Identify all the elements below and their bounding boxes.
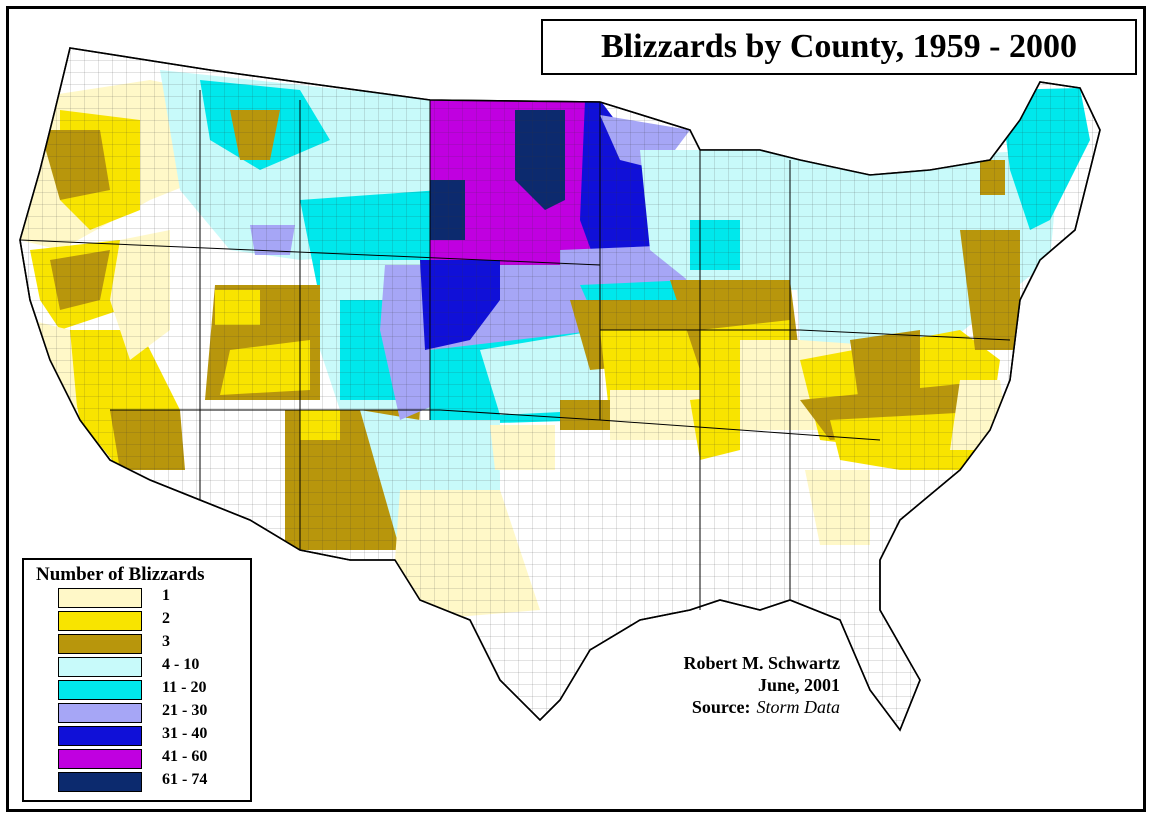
legend-label: 31 - 40 xyxy=(162,725,208,742)
legend-swatch xyxy=(58,611,142,631)
source-value: Storm Data xyxy=(756,697,840,717)
credit-source: Source: Storm Data xyxy=(636,696,840,718)
legend: Number of Blizzards 1 2 3 4 - 10 11 - 20… xyxy=(22,558,252,802)
legend-title: Number of Blizzards xyxy=(36,564,205,585)
legend-label: 1 xyxy=(162,587,170,604)
legend-label: 61 - 74 xyxy=(162,771,208,788)
legend-label: 4 - 10 xyxy=(162,656,200,673)
legend-label: 2 xyxy=(162,610,170,627)
legend-label: 11 - 20 xyxy=(162,679,207,696)
legend-swatch xyxy=(58,588,142,608)
legend-swatch xyxy=(58,772,142,792)
legend-swatch xyxy=(58,749,142,769)
credit-date: June, 2001 xyxy=(757,675,840,695)
source-label: Source: xyxy=(691,697,751,717)
legend-label: 41 - 60 xyxy=(162,748,208,765)
map-title: Blizzards by County, 1959 - 2000 xyxy=(541,19,1137,75)
legend-swatch xyxy=(58,680,142,700)
map-credit: Robert M. Schwartz June, 2001 Source: Sto… xyxy=(636,652,840,718)
legend-swatch xyxy=(58,703,142,723)
state-borders xyxy=(19,90,1011,610)
legend-label: 21 - 30 xyxy=(162,702,208,719)
legend-swatch xyxy=(58,657,142,677)
legend-label: 3 xyxy=(162,633,170,650)
credit-author: Robert M. Schwartz xyxy=(683,653,840,673)
legend-swatch xyxy=(58,634,142,654)
legend-swatch xyxy=(58,726,142,746)
